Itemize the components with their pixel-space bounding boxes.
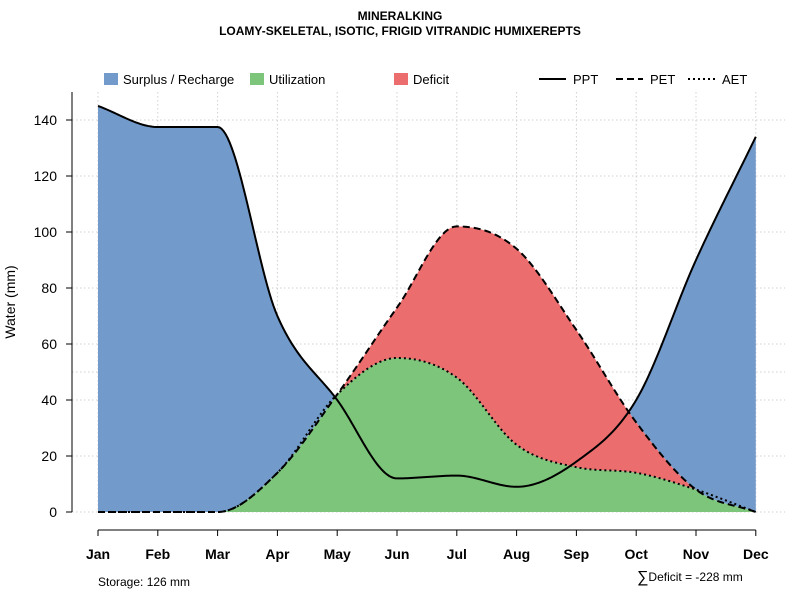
legend-label: AET: [722, 72, 747, 87]
fill-areas: [98, 106, 756, 512]
series-lines: [97, 105, 757, 513]
legend-swatch: [104, 73, 118, 85]
ppt-line: [97, 105, 757, 488]
x-tick-label: Feb: [145, 546, 170, 562]
x-tick-label: Aug: [503, 546, 530, 562]
y-tick-label: 60: [41, 336, 57, 352]
y-tick-label: 140: [34, 112, 58, 128]
legend-label: PET: [650, 72, 675, 87]
storage-note: Storage: 126 mm: [98, 575, 191, 589]
y-tick-label: 100: [34, 224, 58, 240]
x-tick-label: Dec: [743, 546, 769, 562]
utilization-area: [219, 358, 756, 512]
chart-subtitle: LOAMY-SKELETAL, ISOTIC, FRIGID VITRANDIC…: [219, 24, 581, 38]
pet-line: [98, 225, 757, 513]
chart-title: MINERALKING: [357, 9, 443, 23]
legend-label: Deficit: [413, 72, 450, 87]
y-tick-label: 40: [41, 392, 57, 408]
x-tick-label: Mar: [205, 546, 230, 562]
sum-symbol: ∑: [637, 569, 649, 586]
deficit-note: ∑Deficit = -228 mm: [637, 569, 743, 587]
legend-label: Utilization: [269, 72, 325, 87]
chart-title-block: MINERALKING LOAMY-SKELETAL, ISOTIC, FRIG…: [0, 9, 800, 39]
x-tick-label: May: [324, 546, 351, 562]
y-tick-label: 80: [41, 280, 57, 296]
x-tick-label: Oct: [625, 546, 649, 562]
y-tick-label: 20: [41, 448, 57, 464]
y-tick-label: 120: [34, 168, 58, 184]
x-tick-label: Sep: [564, 546, 590, 562]
deficit-area: [339, 226, 696, 490]
legend: Surplus / Recharge Utilization Deficit PPT P…: [104, 72, 747, 87]
x-tick-label: Nov: [683, 546, 710, 562]
axes: 0 20 40 60 80 100 120 140 Jan Feb Mar Apr May Jun Jul A…: [2, 92, 769, 562]
x-tick-label: Jan: [86, 546, 110, 562]
legend-swatch: [250, 73, 264, 85]
surplus-area: [98, 106, 756, 512]
legend-swatch: [394, 73, 408, 85]
deficit-value: Deficit = -228 mm: [648, 570, 743, 584]
x-tick-label: Apr: [265, 546, 290, 562]
legend-label: PPT: [573, 72, 598, 87]
legend-label: Surplus / Recharge: [123, 72, 234, 87]
y-axis-title: Water (mm): [2, 265, 18, 338]
x-tick-label: Jun: [385, 546, 410, 562]
y-tick-label: 0: [49, 504, 57, 520]
x-tick-label: Jul: [447, 546, 467, 562]
